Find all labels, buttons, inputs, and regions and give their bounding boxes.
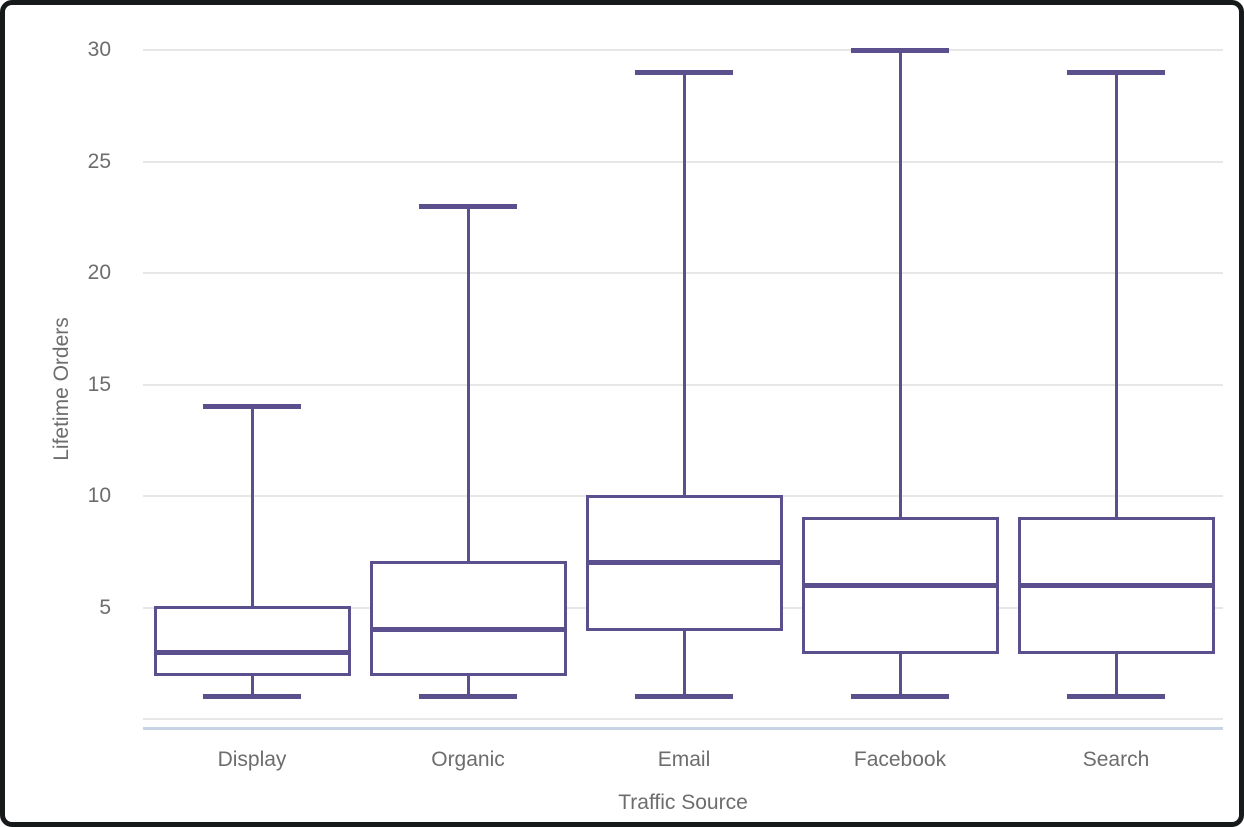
y-tick-label-5: 5 [99, 595, 111, 619]
y-tick-label-25: 25 [87, 149, 111, 173]
organic-upper-whisker-cap[interactable] [419, 203, 517, 209]
y-tick-label-10: 10 [87, 484, 111, 507]
organic-box-rect[interactable] [369, 561, 567, 676]
organic-lower-whisker-cap[interactable] [419, 694, 517, 700]
x-category-label-organic: Organic [431, 748, 505, 771]
search-lower-whisker-line[interactable] [1114, 652, 1118, 697]
x-category-label-facebook: Facebook [853, 748, 947, 771]
x-axis-title: Traffic Source [618, 791, 748, 814]
display-upper-whisker-line[interactable] [250, 406, 254, 608]
y-tick-label-30: 30 [87, 38, 111, 61]
email-median-line[interactable] [585, 560, 783, 566]
email-lower-whisker-line[interactable] [682, 629, 686, 697]
facebook-lower-whisker-line[interactable] [898, 652, 902, 697]
email-upper-whisker-line[interactable] [682, 72, 686, 496]
x-axis-line [143, 727, 1223, 730]
facebook-lower-whisker-cap[interactable] [851, 694, 949, 700]
x-category-label-email: Email [657, 748, 711, 771]
display-median-line[interactable] [153, 649, 351, 655]
facebook-upper-whisker-cap[interactable] [851, 47, 949, 53]
search-upper-whisker-cap[interactable] [1067, 69, 1165, 75]
display-lower-whisker-line[interactable] [250, 674, 254, 697]
y-tick-label-20: 20 [87, 261, 111, 284]
facebook-median-line[interactable] [801, 582, 999, 588]
plot-area [143, 5, 1223, 731]
display-box-rect[interactable] [153, 606, 351, 676]
email-lower-whisker-cap[interactable] [635, 694, 733, 700]
search-median-line[interactable] [1017, 582, 1215, 588]
organic-upper-whisker-line[interactable] [466, 206, 470, 563]
organic-lower-whisker-line[interactable] [466, 674, 470, 697]
search-lower-whisker-cap[interactable] [1067, 694, 1165, 700]
display-lower-whisker-cap[interactable] [203, 694, 301, 700]
facebook-upper-whisker-line[interactable] [898, 50, 902, 519]
search-upper-whisker-line[interactable] [1114, 72, 1118, 519]
gridline-0 [143, 718, 1223, 720]
y-tick-label-15: 15 [87, 372, 111, 396]
organic-median-line[interactable] [369, 627, 567, 633]
gridline-30 [143, 49, 1223, 51]
x-category-label-search: Search [1082, 748, 1150, 771]
email-upper-whisker-cap[interactable] [635, 69, 733, 75]
x-category-label-display: Display [217, 748, 287, 771]
display-upper-whisker-cap[interactable] [203, 404, 301, 410]
